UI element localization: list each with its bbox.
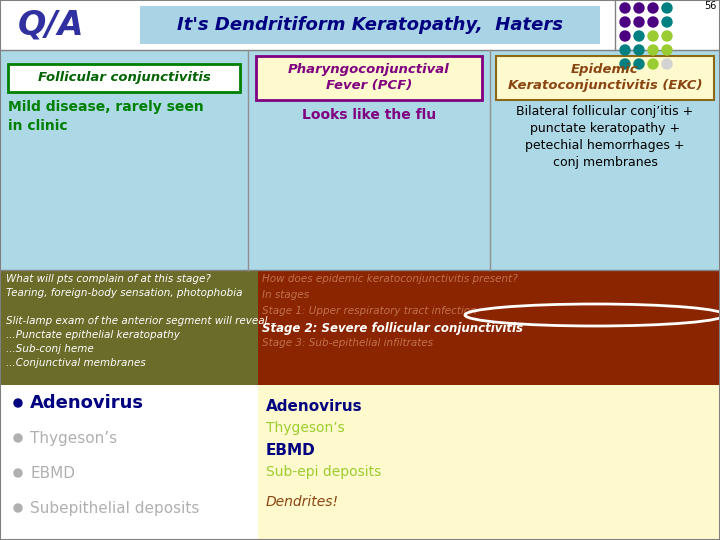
Bar bbox=[140, 6, 600, 44]
Text: Stage 2: Severe follicular conjunctivitis: Stage 2: Severe follicular conjunctiviti… bbox=[262, 322, 523, 335]
Text: Stage 3: Sub-epithelial infiltrates: Stage 3: Sub-epithelial infiltrates bbox=[262, 338, 433, 348]
Circle shape bbox=[14, 399, 22, 407]
Text: Follicular conjunctivitis: Follicular conjunctivitis bbox=[37, 71, 210, 84]
Text: Pharyngoconjunctival
Fever (PCF): Pharyngoconjunctival Fever (PCF) bbox=[288, 64, 450, 92]
Circle shape bbox=[648, 3, 658, 13]
Text: Thygeson’s: Thygeson’s bbox=[30, 430, 117, 445]
Bar bbox=[0, 270, 258, 385]
Circle shape bbox=[620, 45, 630, 55]
Text: What will pts complain of at this stage?
Tearing, foreign-body sensation, photop: What will pts complain of at this stage?… bbox=[6, 274, 277, 368]
Circle shape bbox=[648, 45, 658, 55]
Bar bbox=[0, 0, 720, 50]
Circle shape bbox=[662, 31, 672, 41]
Circle shape bbox=[620, 17, 630, 27]
Circle shape bbox=[648, 31, 658, 41]
Text: Q/A: Q/A bbox=[18, 9, 84, 42]
Text: Bilateral follicular conj’itis +
punctate keratopathy +
petechial hemorrhages +
: Bilateral follicular conj’itis + punctat… bbox=[516, 105, 693, 169]
Bar bbox=[0, 50, 720, 270]
Bar bbox=[0, 385, 258, 540]
Circle shape bbox=[648, 17, 658, 27]
Circle shape bbox=[648, 59, 658, 69]
Bar bbox=[258, 385, 720, 540]
Circle shape bbox=[662, 17, 672, 27]
Text: Sub-epi deposits: Sub-epi deposits bbox=[266, 465, 382, 479]
Circle shape bbox=[620, 59, 630, 69]
Circle shape bbox=[662, 45, 672, 55]
Circle shape bbox=[14, 504, 22, 512]
Circle shape bbox=[662, 3, 672, 13]
Text: In stages: In stages bbox=[262, 290, 309, 300]
Text: Subepithelial deposits: Subepithelial deposits bbox=[30, 501, 199, 516]
Bar bbox=[256, 56, 482, 100]
Bar bbox=[8, 64, 240, 92]
Circle shape bbox=[634, 3, 644, 13]
Text: Mild disease, rarely seen
in clinic: Mild disease, rarely seen in clinic bbox=[8, 100, 204, 133]
Circle shape bbox=[620, 3, 630, 13]
Text: Thygeson’s: Thygeson’s bbox=[266, 421, 345, 435]
Circle shape bbox=[14, 434, 22, 442]
Circle shape bbox=[634, 45, 644, 55]
Circle shape bbox=[634, 31, 644, 41]
Circle shape bbox=[634, 17, 644, 27]
Bar bbox=[258, 270, 720, 385]
Circle shape bbox=[620, 31, 630, 41]
Text: Looks like the flu: Looks like the flu bbox=[302, 108, 436, 122]
Text: Dendrites!: Dendrites! bbox=[266, 495, 339, 509]
Text: Stage 1: Upper respiratory tract infection: Stage 1: Upper respiratory tract infecti… bbox=[262, 306, 477, 316]
Text: Adenovirus: Adenovirus bbox=[266, 399, 363, 414]
Text: It's Dendritiform Keratopathy,  Haters: It's Dendritiform Keratopathy, Haters bbox=[177, 16, 563, 34]
Text: EBMD: EBMD bbox=[30, 465, 75, 481]
Text: Epidemic
Keratoconjunctivitis (EKC): Epidemic Keratoconjunctivitis (EKC) bbox=[508, 64, 702, 92]
Text: EBMD: EBMD bbox=[266, 443, 316, 458]
Text: 56: 56 bbox=[705, 1, 717, 11]
Bar bbox=[496, 56, 714, 100]
Circle shape bbox=[14, 469, 22, 477]
Text: Adenovirus: Adenovirus bbox=[30, 394, 144, 412]
Text: How does epidemic keratoconjunctivitis present?: How does epidemic keratoconjunctivitis p… bbox=[262, 274, 518, 284]
Circle shape bbox=[662, 59, 672, 69]
Circle shape bbox=[634, 59, 644, 69]
